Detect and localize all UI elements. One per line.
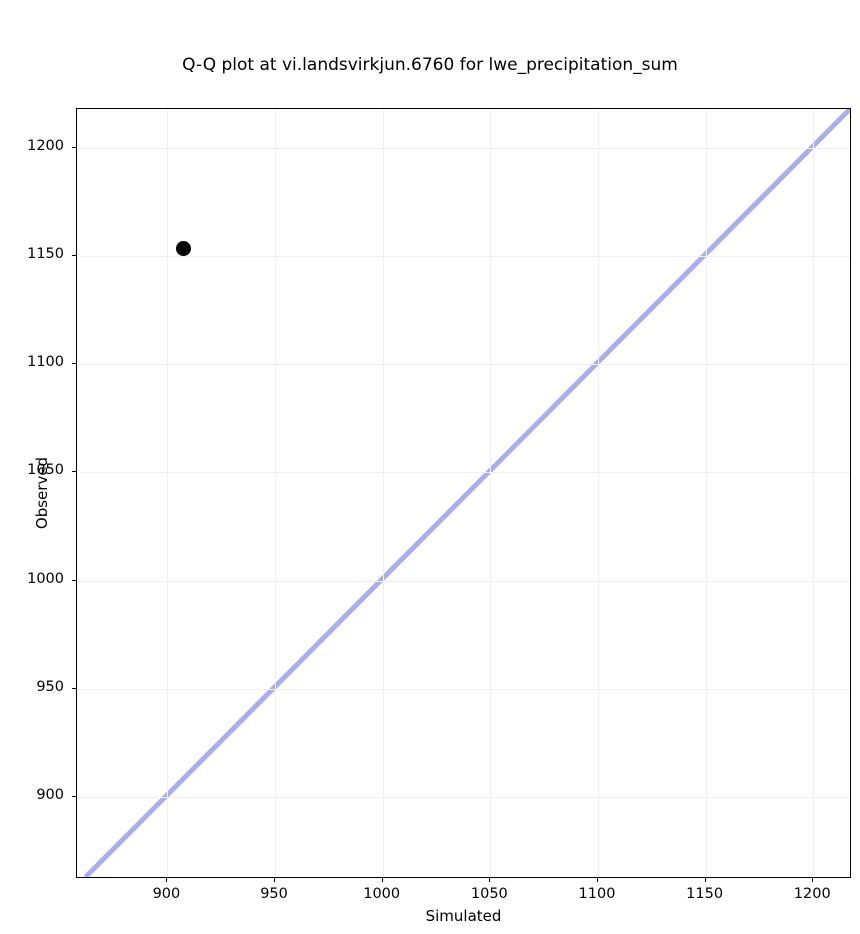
gridline-vertical <box>813 109 815 877</box>
x-axis-tick <box>274 878 276 882</box>
x-axis-tick <box>381 878 383 882</box>
data-point <box>176 240 192 256</box>
gridline-vertical <box>382 109 384 877</box>
y-axis-tick <box>72 471 76 473</box>
y-axis-tick <box>72 795 76 797</box>
gridline-vertical <box>167 109 169 877</box>
reference-line <box>83 109 850 877</box>
gridline-horizontal <box>77 147 850 149</box>
y-axis-tick <box>72 363 76 365</box>
x-axis-tick-label: 1050 <box>470 886 508 902</box>
x-axis-tick <box>596 878 598 882</box>
gridline-horizontal <box>77 580 850 582</box>
x-axis-tick <box>489 878 491 882</box>
x-axis-tick-label: 950 <box>260 886 288 902</box>
y-axis-label: Observed <box>33 456 51 530</box>
gridline-horizontal <box>77 796 850 798</box>
x-axis-tick <box>704 878 706 882</box>
x-axis-tick-label: 1100 <box>578 886 616 902</box>
gridline-horizontal <box>77 364 850 366</box>
y-axis-tick-label: 1050 <box>27 462 64 479</box>
y-axis-tick-label: 1200 <box>27 137 64 154</box>
y-axis-tick-label: 950 <box>36 678 64 695</box>
gridline-horizontal <box>77 688 850 690</box>
gridline-horizontal <box>77 472 850 474</box>
y-axis-tick-label: 1150 <box>27 246 64 263</box>
y-axis-tick-label: 900 <box>36 786 64 803</box>
gridline-vertical <box>490 109 492 877</box>
chart-title-line-1: Q-Q plot at vi.landsvirkjun.6760 for lwe… <box>182 55 678 75</box>
plot-area <box>76 108 851 878</box>
y-axis-tick <box>72 687 76 689</box>
y-axis-tick-label: 1100 <box>27 354 64 371</box>
x-axis-tick <box>166 878 168 882</box>
y-axis-tick-label: 1000 <box>27 570 64 587</box>
gridline-vertical <box>275 109 277 877</box>
gridline-vertical <box>597 109 599 877</box>
x-axis-tick-label: 900 <box>152 886 181 902</box>
y-axis-tick <box>72 146 76 148</box>
x-axis-tick-label: 1000 <box>363 886 401 902</box>
x-axis-label: Simulated <box>425 907 502 925</box>
x-axis-tick <box>812 878 814 882</box>
y-axis-tick <box>72 255 76 257</box>
x-axis-tick-label: 1200 <box>793 886 831 902</box>
gridline-vertical <box>705 109 707 877</box>
gridline-horizontal <box>77 256 850 258</box>
x-axis-tick-label: 1150 <box>686 886 724 902</box>
y-axis-tick <box>72 579 76 581</box>
